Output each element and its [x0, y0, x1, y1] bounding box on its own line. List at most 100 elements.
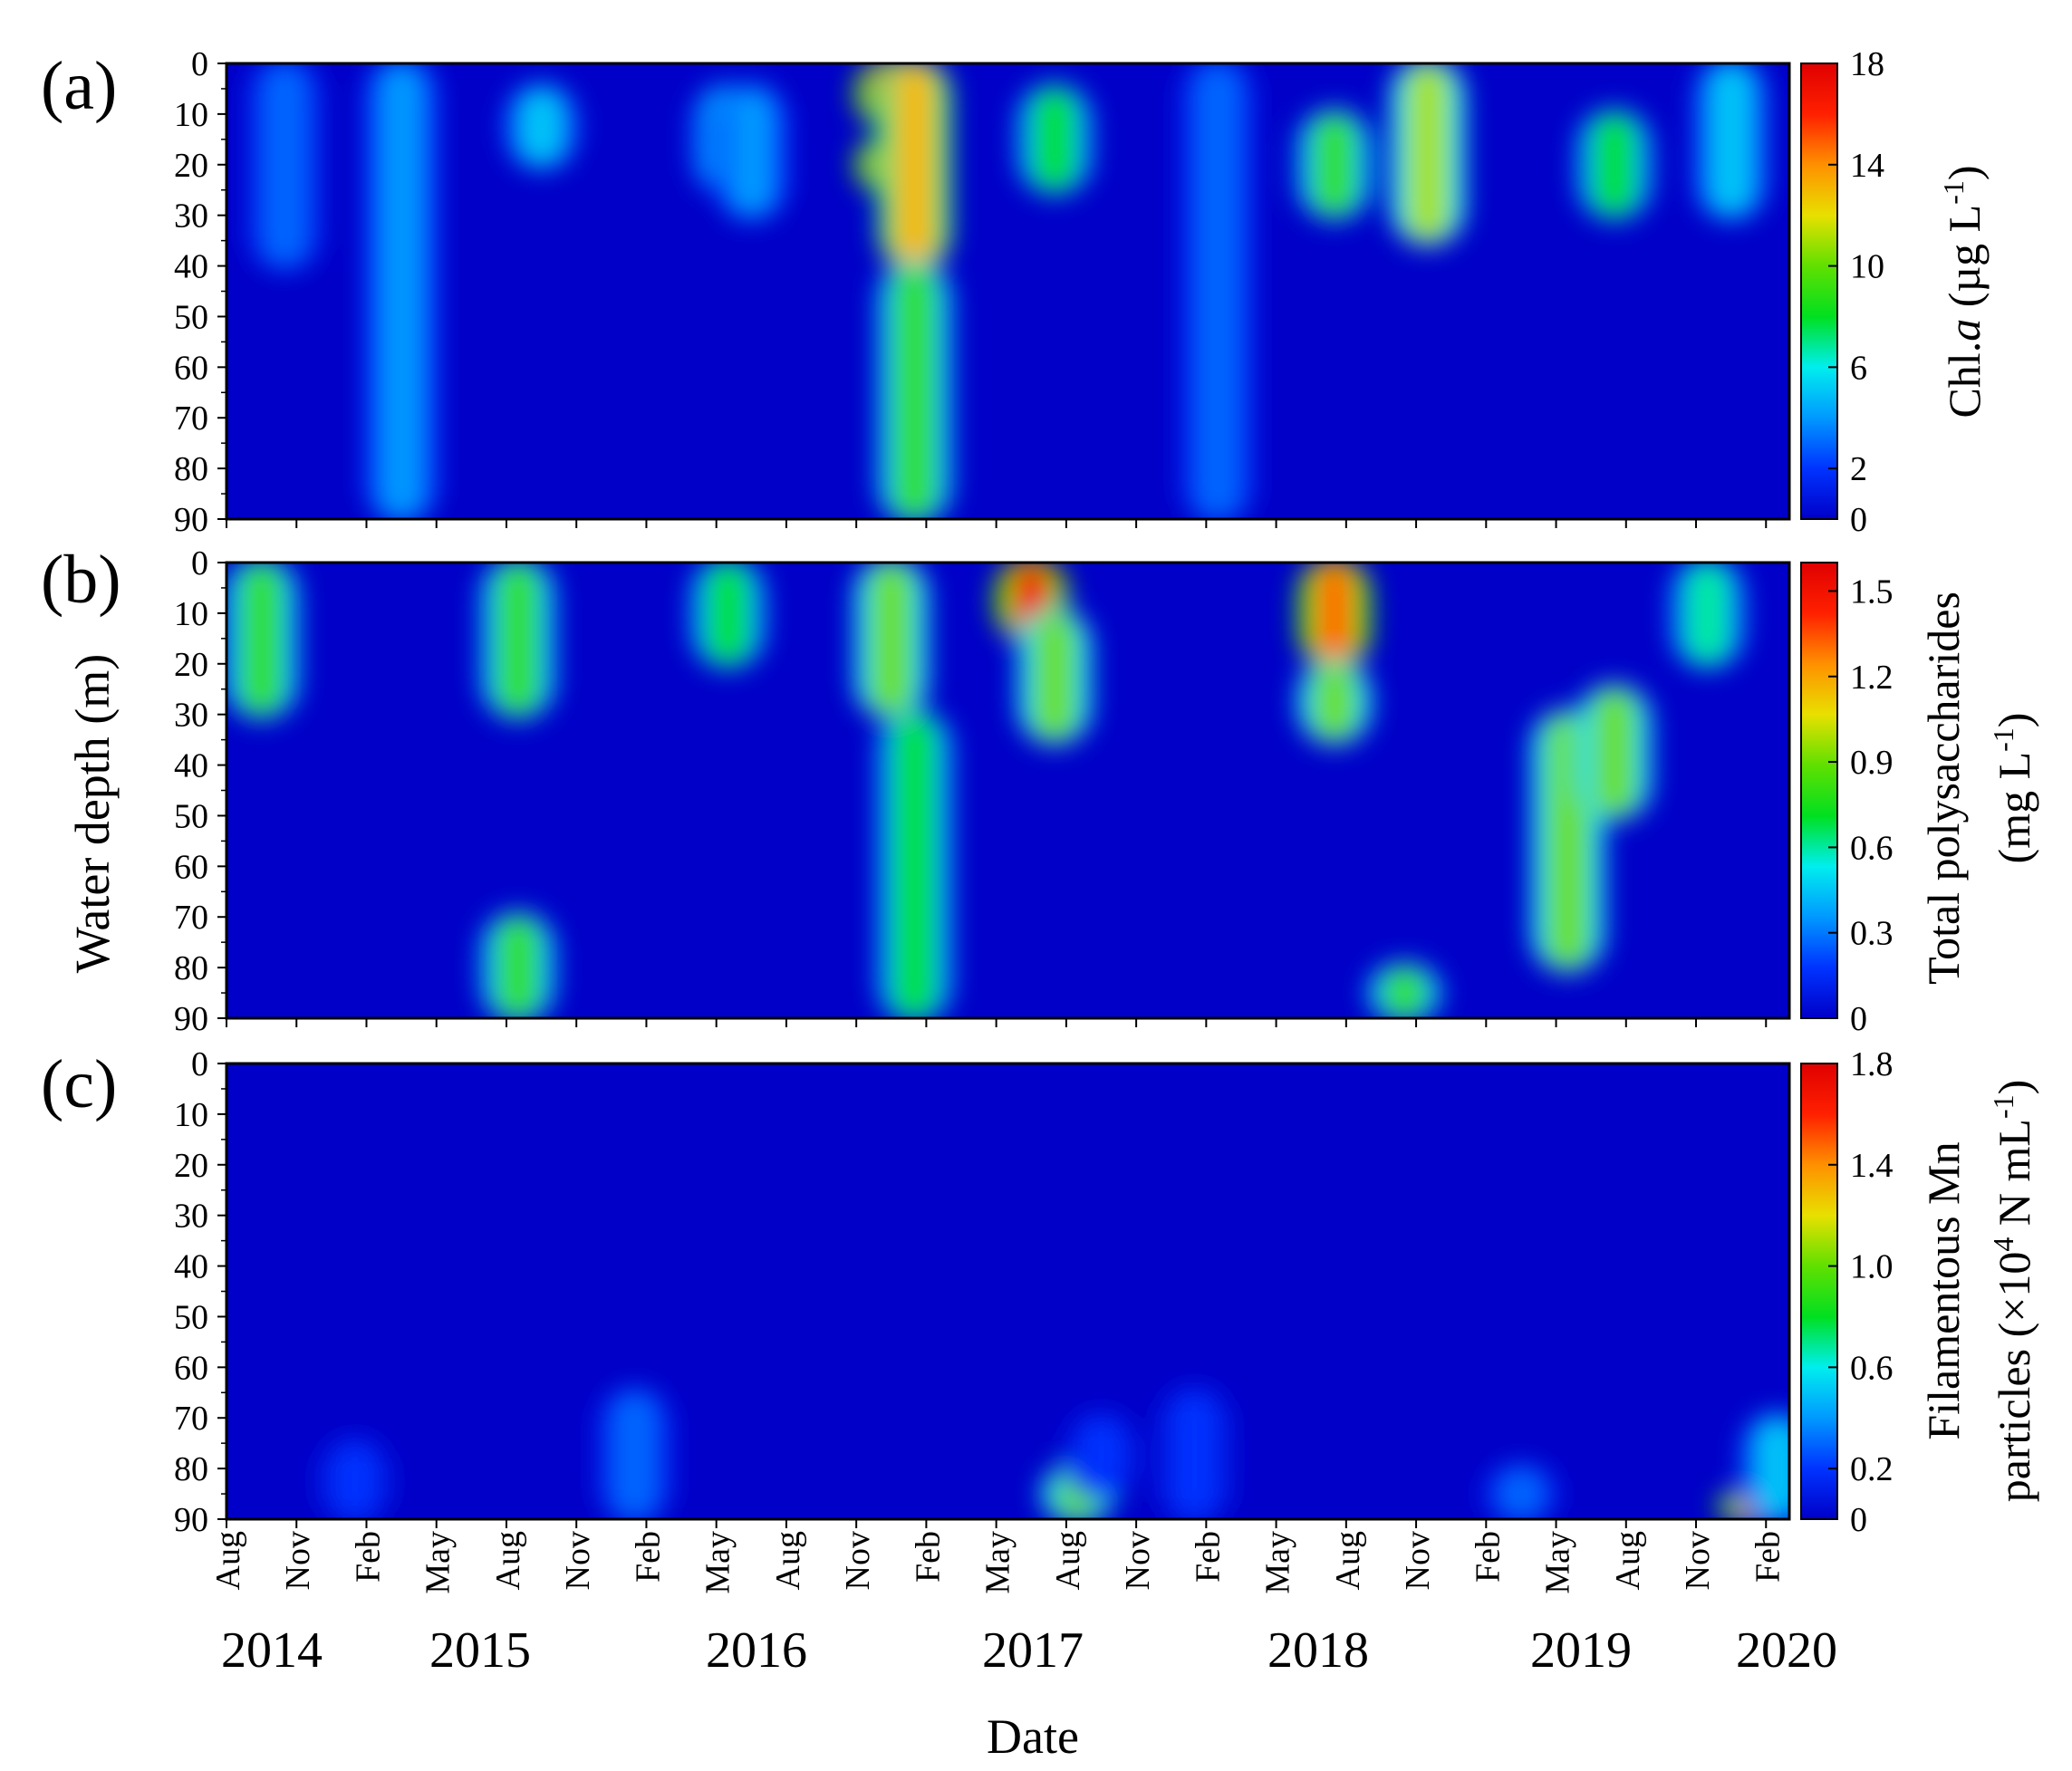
y-tick-label: 70 [174, 899, 208, 937]
x-ticks-c [226, 1519, 1768, 1528]
colorbar-label-c-line2: particles (×104 N mL-1) [1987, 1080, 2039, 1503]
y-tick-label: 90 [174, 1000, 208, 1038]
month-label: May [979, 1531, 1017, 1594]
y-tick-label: 80 [174, 1450, 208, 1488]
colorbar-tick-label: 0 [1850, 1000, 1867, 1038]
month-label: Feb [1749, 1531, 1787, 1583]
y-tick-label: 50 [174, 298, 208, 336]
month-label: May [419, 1531, 458, 1594]
heatmap-cell [1757, 1418, 1789, 1519]
colorbar-tick-label: 0.6 [1850, 829, 1894, 867]
month-label: Feb [1189, 1531, 1227, 1583]
colorbar-label-a-text: Chl. [1939, 342, 1990, 419]
colorbar-tick-label: 0.9 [1850, 744, 1894, 782]
y-tick-label: 90 [174, 501, 208, 539]
heatmap-cell [1594, 688, 1635, 816]
year-label: 2014 [221, 1622, 323, 1679]
colorbar-label-sup: -1 [1937, 180, 1970, 205]
y-tick-label: 40 [174, 248, 208, 286]
y-tick-label: 50 [174, 1298, 208, 1336]
heatmap-cell [1197, 63, 1238, 519]
colorbar-label-c-text: Filamentous Mn [1918, 1141, 1969, 1439]
heatmap-cell [264, 63, 306, 266]
month-label: Nov [1399, 1531, 1437, 1590]
colorbar-a: 0 2 6 10 14 18 [1800, 45, 1884, 539]
colorbar-tick-label: 1.2 [1850, 659, 1894, 697]
colorbar-tick-label: 10 [1850, 248, 1884, 286]
y-ticks-b: 0 10 20 30 40 50 60 70 80 90 [174, 544, 226, 1038]
colorbar-b: 0 0.3 0.6 0.9 1.2 1.5 [1800, 562, 1894, 1038]
colorbar-label-b-text: Total polysaccharides [1918, 592, 1969, 985]
y-tick-label: 60 [174, 1349, 208, 1387]
heatmap-cell [1383, 967, 1425, 1018]
y-tick-label: 0 [191, 544, 208, 582]
colorbar-tick-label: 2 [1850, 450, 1867, 488]
y-tick-label: 20 [174, 1147, 208, 1185]
colorbar-label-c-line1: Filamentous Mn [1918, 1141, 1969, 1439]
heatmap-cell [333, 1443, 376, 1519]
heatmap-cell [520, 88, 563, 165]
colorbar-label-sup: -1 [1987, 1094, 2019, 1119]
y-tick-label: 40 [174, 747, 208, 785]
colorbar-tick-label: 0 [1850, 1501, 1867, 1539]
y-ticks-c: 0 10 20 30 40 50 60 70 80 90 [174, 1045, 226, 1539]
month-label: Nov [279, 1531, 317, 1590]
heatmap-a [226, 63, 1789, 519]
x-ticks-a [226, 519, 1768, 528]
heatmap-cell [1594, 113, 1635, 216]
y-tick-label: 70 [174, 1400, 208, 1438]
month-label: Feb [349, 1531, 387, 1583]
colorbar-c: 0 0.2 0.6 1.0 1.4 1.8 [1800, 1045, 1894, 1539]
y-tick-label: 30 [174, 1198, 208, 1236]
year-label: 2016 [706, 1622, 807, 1679]
month-label: May [1259, 1531, 1297, 1594]
x-ticks-b [226, 1018, 1768, 1027]
heatmap-cell [893, 63, 936, 266]
colorbar-label-sup: 4 [1987, 1237, 2019, 1252]
panel-a: (a) 0 10 20 30 40 50 60 70 80 90 0 2 6 10 14 18 Chl.a … [41, 45, 1990, 539]
month-label: Feb [629, 1531, 667, 1583]
y-tick-label: 80 [174, 450, 208, 488]
colorbar-tick-label: 14 [1850, 147, 1884, 185]
y-tick-label: 10 [174, 1096, 208, 1134]
y-tick-label: 10 [174, 96, 208, 134]
month-label: Nov [1679, 1531, 1717, 1590]
month-label: Feb [909, 1531, 947, 1583]
panel-label-c: (c) [41, 1046, 117, 1122]
year-label: 2019 [1530, 1622, 1632, 1679]
month-label: May [699, 1531, 737, 1594]
colorbar-gradient [1800, 562, 1838, 1019]
month-label: Aug [769, 1531, 807, 1590]
heatmap-cell [381, 63, 422, 519]
y-tick-label: 60 [174, 848, 208, 886]
y-ticks-a: 0 10 20 30 40 50 60 70 80 90 [174, 45, 226, 539]
panel-c: (c) 0 10 20 30 40 50 60 70 80 90 0 0.2 0.6 1.0 1.4 1.8… [41, 1045, 2039, 1539]
colorbar-label-b-line2: (mg L-1) [1987, 713, 2039, 864]
y-tick-label: 90 [174, 1501, 208, 1539]
heatmap-cell [1500, 1468, 1542, 1519]
colorbar-label-unit: (µg L [1939, 205, 1990, 319]
year-labels: 2014 2015 2016 2017 2018 2019 2020 [221, 1622, 1837, 1679]
colorbar-tick-label: 1.5 [1850, 573, 1894, 611]
panel-label-b: (b) [41, 542, 121, 618]
colorbar-tick-label: 6 [1850, 349, 1867, 387]
colorbar-tick-label: 0.6 [1850, 1349, 1894, 1387]
heatmap-cell [1407, 63, 1449, 241]
month-labels: Aug Nov Feb May Aug Nov Feb May Aug Nov Feb May Aug N… [209, 1531, 1787, 1594]
y-tick-label: 10 [174, 595, 208, 633]
colorbar-label-italic: a [1939, 319, 1990, 342]
y-tick-label: 80 [174, 949, 208, 987]
heatmap-cell [1080, 1418, 1123, 1495]
y-tick-label: 20 [174, 147, 208, 185]
y-tick-label: 0 [191, 1045, 208, 1083]
panel-b: (b) 0 10 20 30 40 50 60 70 80 90 0 0.3 0.6 0.9 1.2 1.5… [41, 542, 2039, 1038]
y-tick-label: 50 [174, 797, 208, 835]
y-tick-label: 30 [174, 697, 208, 735]
heatmap-cell [707, 563, 749, 664]
year-label: 2017 [982, 1622, 1084, 1679]
colorbar-label-sup: -1 [1987, 727, 2019, 752]
month-label: Aug [1049, 1531, 1087, 1590]
colorbar-label-b-unit: (mg L [1989, 752, 2039, 864]
colorbar-tick-label: 18 [1850, 45, 1884, 83]
